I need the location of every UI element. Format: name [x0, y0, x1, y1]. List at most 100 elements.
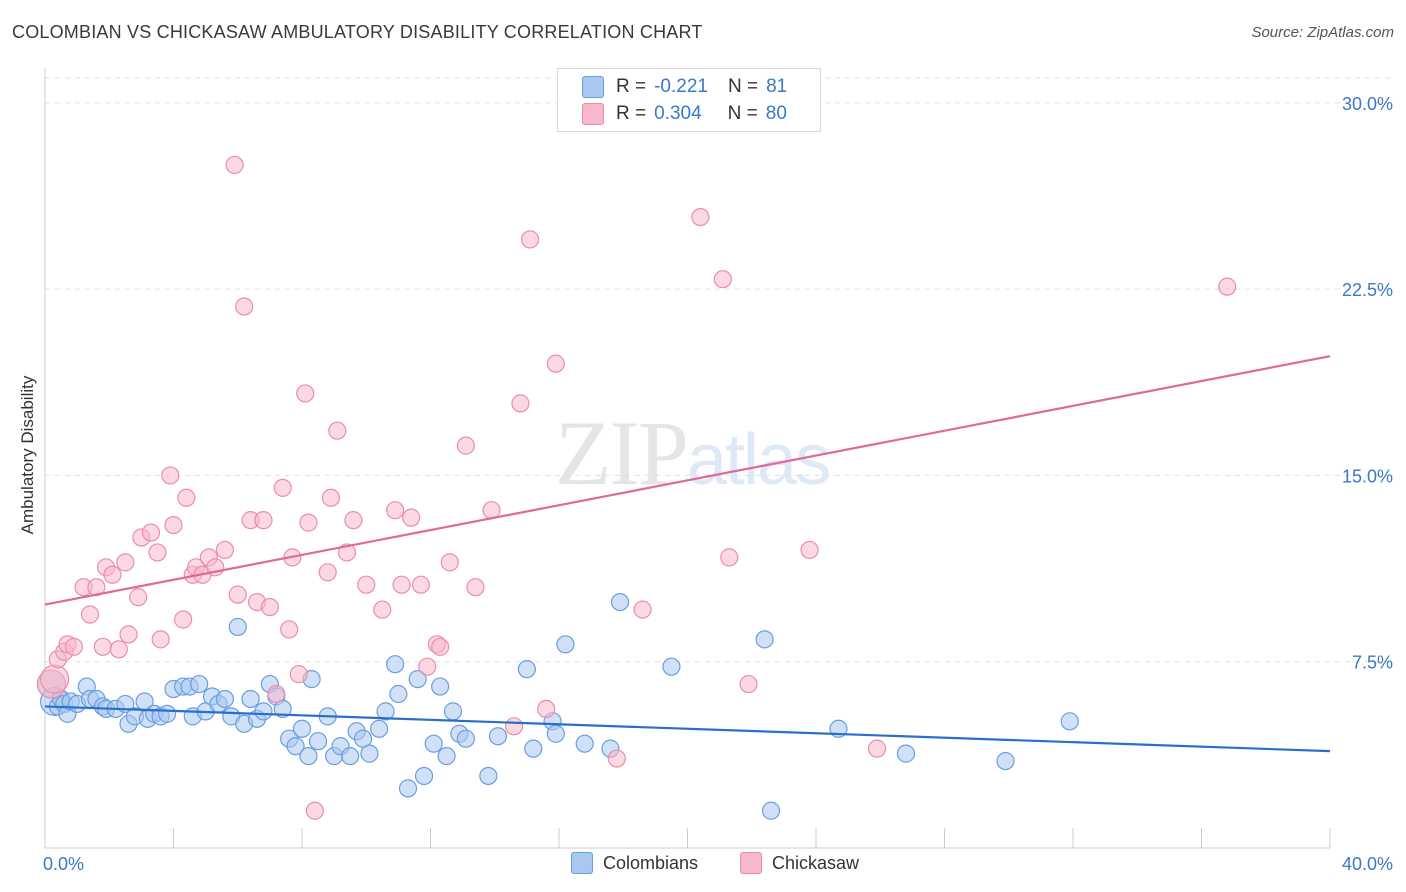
colombian-point: [517, 660, 536, 679]
colombian-point: [1060, 712, 1079, 731]
colombian-point: [610, 592, 630, 612]
chickasaw-point: [321, 488, 341, 507]
y-tick-label: 15.0%: [1342, 466, 1393, 486]
n-label: N =: [727, 103, 758, 124]
colombian-point: [157, 704, 177, 723]
chickasaw-point: [456, 436, 475, 455]
colombian-point: [299, 746, 318, 766]
chickasaw-point: [296, 384, 315, 403]
chickasaw-point: [440, 553, 459, 572]
chickasaw-point: [260, 597, 279, 617]
chickasaw-trend-line: [44, 355, 1331, 606]
colombian-point: [414, 766, 434, 786]
series-legend: Colombians Chickasaw: [0, 852, 1406, 876]
chickasaw-point: [392, 575, 411, 594]
colombian-point: [308, 732, 328, 751]
legend-label-colombians: Colombians: [603, 852, 699, 873]
colombian-point: [241, 689, 260, 709]
chickasaw-point: [148, 543, 167, 562]
legend-label-chickasaw: Chickasaw: [772, 852, 860, 873]
y-tick-label: 22.5%: [1342, 280, 1393, 300]
colombian-point: [761, 801, 781, 820]
x-tick-label-min: 0.0%: [43, 854, 84, 874]
r-value: -0.221: [654, 76, 708, 97]
watermark-zip: ZIP: [555, 402, 689, 504]
colombian-point: [662, 657, 681, 676]
colombian-point: [556, 635, 575, 654]
colombian-point: [341, 746, 360, 766]
colombian-point: [398, 779, 418, 798]
chickasaw-point: [418, 657, 437, 676]
colombian-point: [360, 744, 379, 763]
chickasaw-point: [254, 511, 273, 530]
colombian-point: [292, 719, 312, 738]
colombian-point: [228, 617, 247, 637]
colombian-point: [370, 719, 389, 738]
chickasaw-point: [164, 515, 183, 535]
chickasaw-point: [1218, 277, 1237, 296]
chickasaw-point: [431, 637, 450, 656]
colombian-point: [376, 702, 395, 721]
chickasaw-point: [129, 588, 148, 607]
chickasaw-point: [720, 548, 739, 567]
chickasaw-point: [119, 625, 138, 644]
chickasaw-point: [546, 354, 565, 373]
n-label: N =: [727, 76, 759, 97]
chickasaw-point: [305, 801, 324, 820]
chickasaw-point: [344, 511, 363, 530]
chickasaw-point: [151, 630, 170, 649]
colombian-point: [996, 751, 1015, 771]
r-label: R =: [616, 103, 647, 124]
colombian-point: [386, 655, 405, 674]
legend-swatch-blue: [582, 76, 604, 98]
colombian-point: [215, 689, 234, 709]
colombian-point: [443, 702, 463, 721]
chickasaw-point: [386, 501, 405, 520]
chickasaw-point: [466, 578, 485, 597]
chickasaw-point: [177, 488, 196, 507]
chickasaw-point: [103, 565, 122, 584]
legend-item-chickasaw: Chickasaw: [740, 852, 859, 874]
colombian-point: [190, 674, 209, 694]
colombian-point: [524, 739, 543, 758]
chickasaw-point: [141, 523, 161, 542]
source-label: Source: ZipAtlas.com: [1251, 24, 1394, 41]
chickasaw-point: [215, 540, 234, 560]
r-label: R =: [616, 76, 647, 97]
watermark: ZIPatlas: [555, 400, 831, 506]
chickasaw-point: [402, 508, 421, 527]
watermark-atlas: atlas: [687, 420, 831, 500]
chickasaw-point: [64, 637, 84, 656]
colombian-point: [546, 724, 565, 743]
legend-swatch-pink: [582, 103, 604, 125]
legend-row-chickasaw: R = 0.304 N = 80: [582, 101, 787, 127]
colombian-point: [286, 737, 305, 756]
chickasaw-point: [40, 664, 70, 694]
x-tick-label-max: 40.0%: [1342, 854, 1393, 874]
colombian-point: [488, 727, 508, 746]
colombian-point: [424, 734, 443, 753]
chickasaw-point: [357, 575, 376, 594]
chickasaw-point: [537, 699, 556, 719]
chickasaw-point: [800, 540, 819, 560]
chickasaw-point: [161, 466, 180, 485]
chickasaw-point: [520, 230, 540, 249]
chickasaw-point: [273, 478, 292, 497]
chickasaw-point: [373, 600, 392, 619]
n-value: 81: [766, 76, 788, 97]
chickasaw-point: [289, 665, 308, 684]
chickasaw-point: [225, 155, 244, 175]
colombian-point: [437, 746, 456, 766]
chickasaw-point: [633, 600, 652, 619]
colombian-point: [755, 630, 774, 649]
chickasaw-point: [109, 640, 128, 659]
chickasaw-point: [80, 605, 100, 624]
chickasaw-point: [299, 513, 318, 532]
r-value: 0.304: [654, 103, 702, 124]
colombian-point: [254, 702, 273, 721]
colombian-point: [408, 669, 427, 689]
chickasaw-point: [228, 585, 247, 604]
colombian-point: [431, 677, 450, 696]
chickasaw-point: [116, 553, 135, 572]
